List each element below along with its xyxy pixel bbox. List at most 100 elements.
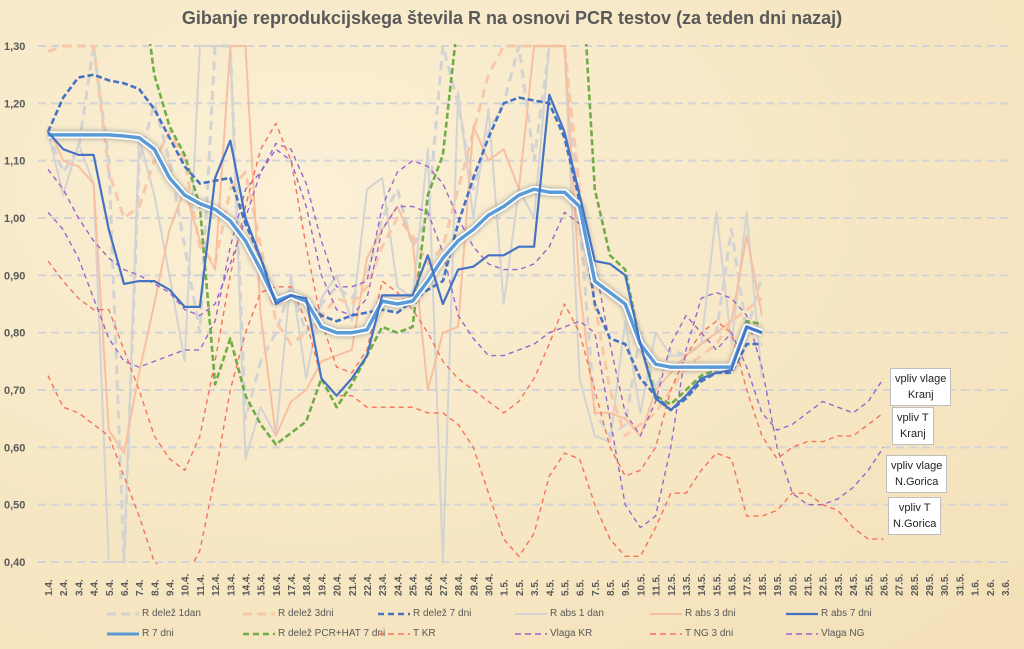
y-tick-label: 0,50	[4, 500, 25, 512]
legend-swatch	[515, 632, 547, 635]
x-tick-label: 24.4.	[393, 574, 404, 596]
x-tick-label: 6.4.	[120, 579, 131, 596]
legend-label: R 7 dni	[142, 628, 174, 639]
legend-label: T NG 3 dni	[685, 628, 734, 639]
series-line-t-ng-3-dni	[47, 286, 884, 564]
x-tick-label: 28.5.	[910, 574, 921, 596]
x-tick-label: 26.4.	[424, 574, 435, 596]
x-tick-label: 1.5.	[500, 579, 511, 596]
x-tick-label: 7.4.	[135, 579, 146, 596]
x-tick-label: 19.5.	[773, 574, 784, 596]
x-tick-label: 3.6.	[1001, 579, 1012, 596]
legend-swatch	[107, 632, 139, 635]
legend-swatch	[378, 632, 410, 635]
series-line-r-dele-pcr-hat-7-dni	[148, 44, 763, 446]
legend-item: R abs 3 dni	[650, 608, 736, 619]
x-tick-label: 12.5.	[667, 574, 678, 596]
x-tick-label: 21.5.	[804, 574, 815, 596]
x-tick-label: 26.5.	[879, 574, 890, 596]
x-tick-label: 19.4.	[317, 574, 328, 596]
annotation-line: Kranj	[907, 389, 934, 401]
legend-label: T KR	[413, 628, 436, 639]
y-tick-label: 0,70	[4, 385, 25, 397]
x-tick-label: 11.5.	[652, 574, 663, 596]
y-tick-label: 1,00	[4, 213, 25, 225]
series-group	[46, 44, 884, 564]
legend-label: R abs 1 dan	[550, 608, 604, 619]
x-tick-label: 11.4.	[196, 574, 207, 596]
annotation-line: Kranj	[899, 428, 926, 440]
x-tick-label: 23.5.	[834, 574, 845, 596]
x-tick-label: 4.5.	[545, 579, 556, 596]
legend-label: R delež 1dan	[142, 608, 201, 619]
legend-swatch	[515, 612, 547, 615]
series-line-r-7-dni	[48, 133, 763, 369]
annotation-line: N.Gorica	[893, 518, 937, 530]
x-tick-label: 18.4.	[302, 574, 313, 596]
legend-label: R abs 3 dni	[685, 608, 736, 619]
x-tick-label: 12.4.	[211, 574, 222, 596]
y-tick-label: 0,90	[4, 270, 25, 282]
x-tick-label: 7.5.	[591, 579, 602, 596]
x-tick-label: 5.5.	[560, 579, 571, 596]
legend-swatch	[650, 612, 682, 615]
x-tick-label: 10.4.	[181, 574, 192, 596]
x-tick-label: 30.5.	[940, 574, 951, 596]
x-tick-label: 28.4.	[454, 574, 465, 596]
x-tick-label: 23.4.	[378, 574, 389, 596]
annotation-temp-kranj: vpliv T Kranj	[892, 407, 934, 445]
x-tick-label: 8.4.	[150, 579, 161, 596]
legend-swatch	[243, 632, 275, 635]
x-tick-label: 20.4.	[333, 574, 344, 596]
annotation-line: vpliv vlage	[891, 460, 943, 472]
x-tick-label: 25.5.	[864, 574, 875, 596]
legend-item: R 7 dni	[107, 628, 174, 639]
legend-swatch	[650, 632, 682, 635]
legend-swatch	[786, 632, 818, 635]
legend-item: Vlaga NG	[786, 628, 864, 639]
x-tick-label: 2.5.	[515, 579, 526, 596]
x-tick-label: 10.5.	[636, 574, 647, 596]
chart-legend: R delež 1dan R delež 3dni R delež 7 dni R a…	[0, 604, 1024, 648]
annotation-line: vpliv vlage	[895, 373, 947, 385]
x-tick-label: 20.5.	[788, 574, 799, 596]
x-tick-label: 25.4.	[409, 574, 420, 596]
legend-swatch	[107, 612, 139, 615]
x-tick-label: 14.4.	[241, 574, 252, 596]
x-tick-label: 29.4.	[469, 574, 480, 596]
x-tick-label: 6.5.	[576, 579, 587, 596]
legend-label: R delež 7 dni	[413, 608, 472, 619]
x-tick-label: 16.5.	[728, 574, 739, 596]
legend-swatch	[378, 612, 410, 615]
y-tick-label: 1,10	[4, 156, 25, 168]
legend-swatch	[243, 612, 275, 615]
y-tick-label: 1,30	[4, 41, 25, 53]
x-tick-label: 22.5.	[819, 574, 830, 596]
chart-title: Gibanje reprodukcijskega števila R na os…	[181, 8, 843, 28]
y-tick-label: 0,80	[4, 328, 25, 340]
series-line-r-abs-7-dni	[47, 93, 763, 412]
x-tick-label: 22.4.	[363, 574, 374, 596]
series-line-vlaga-ng	[47, 148, 884, 529]
x-tick-label: 27.4.	[439, 574, 450, 596]
legend-label: R delež 3dni	[278, 608, 334, 619]
x-tick-label: 3.4.	[74, 579, 85, 596]
x-tick-label: 30.4.	[485, 574, 496, 596]
legend-item: T NG 3 dni	[650, 628, 733, 639]
legend-item: R delež 3dni	[243, 608, 334, 619]
legend-item: R delež 7 dni	[378, 608, 471, 619]
x-tick-label: 3.5.	[530, 579, 541, 596]
legend-item: T KR	[378, 628, 436, 639]
legend-item: R delež PCR+HAT 7 dni	[243, 628, 385, 639]
x-tick-label: 2.6.	[986, 579, 997, 596]
legend-label: R delež PCR+HAT 7 dni	[278, 628, 386, 639]
annotation-line: vpliv T	[897, 412, 929, 424]
x-tick-label: 9.5.	[621, 579, 632, 596]
x-tick-label: 24.5.	[849, 574, 860, 596]
annotation-temp-ngorica: vpliv T N.Gorica	[888, 497, 942, 535]
series-line-r-abs-3-dni	[47, 45, 763, 455]
x-tick-label: 18.5.	[758, 574, 769, 596]
annotation-humidity-kranj: vpliv vlage Kranj	[890, 368, 952, 406]
